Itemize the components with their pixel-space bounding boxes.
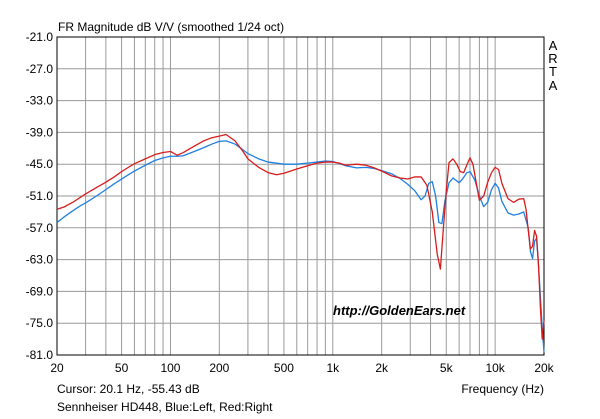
y-tick-label-5: -51.0 [26,189,54,203]
series-line-0 [57,141,544,352]
y-tick-label-10: -81.0 [26,348,54,362]
y-tick-label-7: -63.0 [26,253,54,267]
x-tick-label-6: 2k [375,361,389,375]
x-tick-label-8: 10k [485,361,505,375]
x-tick-labels: 20 50 100 200 500 1k 2k 5k 10k 20k [50,361,554,375]
x-tick-label-5: 1k [326,361,340,375]
x-tick-label-7: 5k [440,361,454,375]
series-line-1 [57,135,544,340]
brand-letter-3: T [549,64,557,79]
arta-brand: A R T A [548,38,557,93]
y-tick-label-1: -27.0 [26,62,54,76]
x-tick-label-1: 50 [115,361,129,375]
x-tick-label-2: 100 [160,361,180,375]
watermark-annotation: http://GoldenEars.net [333,303,466,318]
y-tick-label-4: -45.0 [26,157,54,171]
y-tick-label-8: -69.0 [26,284,54,298]
y-tick-label-3: -39.0 [26,125,54,139]
x-axis-label: Frequency (Hz) [461,382,544,396]
y-tick-label-6: -57.0 [26,221,54,235]
chart-caption: Sennheiser HD448, Blue:Left, Red:Right [57,400,273,414]
x-tick-label-3: 200 [209,361,229,375]
y-tick-label-9: -75.0 [26,316,54,330]
series-layer [57,135,544,353]
x-tick-label-9: 20k [534,361,554,375]
y-tick-labels: -21.0 -27.0 -33.0 -39.0 -45.0 -51.0 -57.0 -63.0… [26,30,54,362]
cursor-readout: Cursor: 20.1 Hz, -55.43 dB [57,382,200,396]
x-tick-label-0: 20 [50,361,64,375]
chart-title: FR Magnitude dB V/V (smoothed 1/24 oct) [58,20,284,34]
y-tick-label-2: -33.0 [26,94,54,108]
x-tick-label-4: 500 [274,361,294,375]
brand-letter-4: A [549,78,558,93]
grid [57,37,544,355]
y-tick-label-0: -21.0 [26,30,54,44]
